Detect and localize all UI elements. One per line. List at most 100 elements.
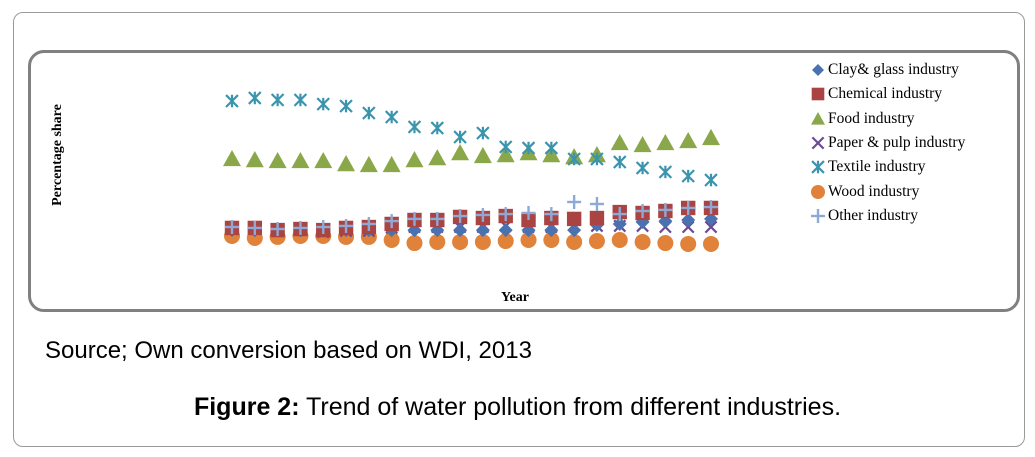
legend: Clay& glass industry Chemical industry Foo… [810,58,965,228]
point-food-industry-8 [382,155,401,173]
point-other-industry-17 [589,196,604,211]
point-chemical-industry-17 [589,210,605,226]
point-clay-glass-industry-12 [475,223,490,238]
point-wood-industry-22 [703,235,719,252]
point-chemical-industry-16 [566,211,582,227]
point-textile-industry-13 [498,140,513,154]
point-food-industry-7 [359,155,378,173]
point-food-industry-12 [473,146,492,164]
point-other-industry-22 [704,200,718,215]
figure-caption: Figure 2: Trend of water pollution from … [0,393,1035,422]
caption-label: Figure 2: [193,393,300,421]
point-other-industry-6 [339,218,354,233]
point-food-industry-18 [610,133,629,151]
point-other-industry-19 [635,204,650,218]
legend-label: Wood industry [828,182,920,200]
chart-area [28,50,1020,312]
circle-marker-icon [811,184,825,199]
point-food-industry-5 [314,151,333,169]
point-food-industry-19 [633,135,652,153]
point-textile-industry-19 [635,161,650,175]
point-other-industry-13 [498,207,513,222]
point-paper-pulp-industry-21 [681,220,695,234]
point-food-industry-20 [656,133,675,151]
series-textile-industry [225,91,718,187]
point-wood-industry-8 [383,231,400,248]
point-clay-glass-industry-13 [498,223,513,238]
point-clay-glass-industry-15 [544,223,559,238]
point-textile-industry-18 [613,155,627,169]
point-food-industry-6 [337,155,356,172]
point-textile-industry-5 [316,97,330,111]
point-wood-industry-13 [497,233,514,250]
legend-item-chemical-industry: Chemical industry [810,82,965,106]
legend-label: Other industry [828,206,918,224]
point-other-industry-21 [681,200,696,215]
figure-frame [13,12,1025,447]
point-wood-industry-20 [657,235,674,252]
point-wood-industry-21 [680,235,697,252]
asterisk-marker-icon [811,160,825,175]
point-food-industry-3 [268,151,287,169]
point-wood-industry-19 [634,233,651,250]
point-clay-glass-industry-18 [612,216,627,231]
point-textile-industry-17 [590,152,604,166]
point-textile-industry-7 [362,106,376,120]
point-textile-industry-15 [544,141,559,155]
point-wood-industry-15 [543,231,560,248]
point-other-industry-10 [430,211,445,226]
point-food-industry-1 [223,149,241,167]
legend-label: Clay& glass industry [828,61,959,79]
y-axis-label: Percentage share [50,104,65,206]
point-other-industry-3 [270,222,285,236]
point-other-industry-9 [407,211,422,226]
point-textile-industry-10 [430,121,445,135]
point-textile-industry-12 [476,126,490,140]
triangle-marker-icon [811,111,825,125]
point-textile-industry-4 [293,93,308,107]
legend-item-paper-pulp-industry: Paper & pulp industry [810,131,965,155]
point-other-industry-15 [544,207,559,222]
point-other-industry-1 [225,220,239,235]
legend-label: Food industry [828,109,915,127]
source-note: Source; Own conversion based on WDI, 201… [45,337,532,364]
point-other-industry-11 [453,209,468,224]
point-textile-industry-22 [704,173,718,187]
legend-item-clay-glass-industry: Clay& glass industry [810,58,965,82]
point-other-industry-8 [384,214,399,229]
point-food-industry-22 [702,128,720,146]
point-textile-industry-16 [567,152,581,166]
point-clay-glass-industry-22 [704,211,718,226]
legend-item-textile-industry: Textile industry [810,155,965,179]
legend-item-wood-industry: Wood industry [810,179,965,203]
point-clay-glass-industry-11 [453,223,468,238]
point-wood-industry-11 [452,233,469,250]
series-food-industry [223,128,720,173]
point-other-industry-18 [612,207,627,222]
point-textile-industry-9 [407,120,422,134]
point-wood-industry-9 [406,235,423,252]
legend-item-food-industry: Food industry [810,107,965,131]
point-wood-industry-16 [566,233,583,250]
point-food-industry-10 [428,149,447,166]
point-other-industry-7 [361,216,376,231]
diamond-marker-icon [812,64,824,77]
point-chemical-industry-14 [521,212,536,228]
point-food-industry-2 [245,151,264,168]
point-textile-industry-14 [521,141,536,155]
plus-marker-icon [811,208,825,223]
point-food-industry-21 [679,131,698,149]
point-textile-industry-8 [384,110,399,124]
point-wood-industry-17 [588,233,605,250]
legend-item-other-industry: Other industry [810,204,965,228]
point-clay-glass-industry-16 [567,223,582,238]
point-textile-industry-2 [248,91,262,105]
caption-text: Trend of water pollution from different … [299,393,842,421]
legend-label: Textile industry [828,158,926,176]
point-clay-glass-industry-21 [681,213,696,227]
legend-label: Paper & pulp industry [828,134,966,152]
x-axis-label: Year [501,290,529,305]
point-food-industry-11 [451,144,470,161]
point-food-industry-9 [405,151,424,168]
x-marker-icon [811,136,825,150]
